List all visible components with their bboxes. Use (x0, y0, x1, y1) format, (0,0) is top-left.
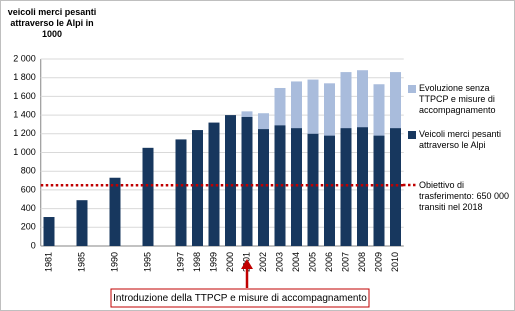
x-tick-label: 1985 (76, 252, 86, 272)
x-tick-label: 1997 (175, 252, 185, 272)
x-tick-label: 2006 (324, 252, 334, 272)
y-tick-label: 2 000 (13, 53, 36, 63)
x-tick-label: 2009 (373, 252, 383, 272)
x-tick-label: 1998 (192, 252, 202, 272)
plot: 0 200 400 600 800 1 000 1 200 1 400 1 600 1 800 2 … (13, 53, 416, 272)
y-tick-label: 1 800 (13, 72, 36, 82)
annotation-box (110, 288, 370, 308)
bar (43, 217, 55, 246)
bar (192, 130, 203, 246)
bar (109, 177, 121, 246)
y-tick-label: 1 200 (13, 128, 36, 138)
bar (258, 129, 269, 246)
bar (225, 115, 236, 246)
x-tick-label: 2008 (357, 252, 367, 272)
bar (357, 127, 368, 246)
legend-swatch (408, 85, 416, 93)
bar (76, 200, 88, 246)
bar (390, 128, 401, 246)
y-tick-label: 1 000 (13, 147, 36, 157)
x-tick-label: 1981 (43, 252, 53, 272)
y-tick-label: 400 (21, 203, 36, 213)
legend-label: Obiettivo di trasferimento: 650 000 tran… (419, 180, 510, 212)
x-tick-label: 2002 (258, 252, 268, 272)
bar (241, 116, 253, 246)
y-tick-label: 1 600 (13, 91, 36, 101)
x-tick-label: 2007 (340, 252, 350, 272)
x-tick-label: 2010 (390, 252, 400, 272)
x-tick-label: 2003 (274, 252, 284, 272)
chart-title: veicoli merci pesanti attraverso le Alpi… (7, 7, 97, 39)
legend-swatch (408, 131, 416, 139)
bar (274, 125, 286, 246)
x-tick-label: 1995 (142, 252, 152, 272)
x-tick-label: 1990 (109, 252, 119, 272)
bar (324, 135, 335, 246)
y-tick-label: 600 (21, 184, 36, 194)
legend-label: Evoluzione senza TTPCP e misure di accom… (419, 83, 496, 115)
annotation-text: Introduzione della TTPCP e misure di acc… (113, 293, 367, 304)
x-tick-label: 1999 (208, 252, 218, 272)
bar (208, 122, 220, 246)
legend-label: Veicoli merci pesanti attraverso le Alpi (419, 129, 502, 150)
x-tick-label: 2000 (225, 252, 235, 272)
x-tick-label: 2005 (307, 252, 317, 272)
y-tick-label: 0 (31, 240, 36, 250)
x-tick-label: 2004 (291, 252, 301, 272)
y-tick-label: 800 (21, 166, 36, 176)
bar (142, 147, 154, 246)
bar (291, 128, 302, 246)
y-tick-label: 1 400 (13, 109, 36, 119)
bar (307, 133, 319, 246)
bar (340, 128, 352, 246)
y-tick-label: 200 (21, 222, 36, 232)
bar (373, 135, 385, 246)
bar (175, 139, 187, 246)
annotation-arrowhead (241, 259, 253, 269)
